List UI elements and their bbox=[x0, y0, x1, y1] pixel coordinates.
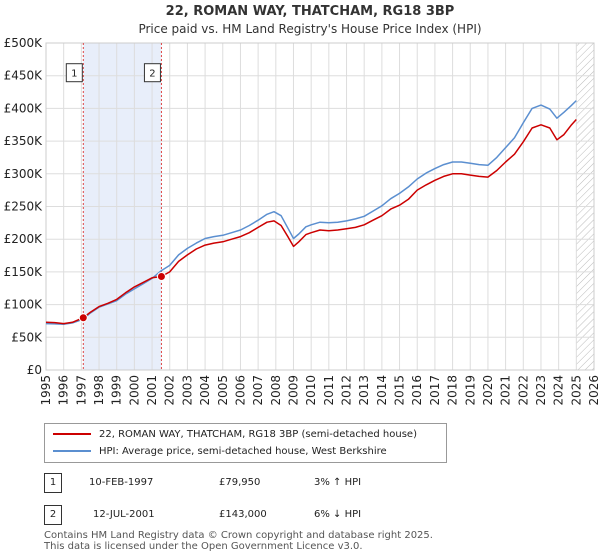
y-tick-label: £50K bbox=[11, 330, 43, 344]
x-tick-label: 2008 bbox=[269, 375, 283, 406]
y-tick-label: £450K bbox=[4, 69, 44, 83]
x-tick-label: 1997 bbox=[74, 375, 88, 406]
transaction-hpi-diff: 6% ↓ HPI bbox=[314, 509, 362, 520]
legend-label-property: 22, ROMAN WAY, THATCHAM, RG18 3BP (semi-… bbox=[99, 429, 417, 440]
x-tick-label: 2022 bbox=[516, 375, 530, 406]
x-tick-label: 1996 bbox=[57, 375, 71, 406]
legend-swatch-property bbox=[53, 433, 91, 435]
y-tick-label: £100K bbox=[4, 298, 44, 312]
legend-item-property: 22, ROMAN WAY, THATCHAM, RG18 3BP (semi-… bbox=[53, 427, 417, 443]
y-tick-label: £500K bbox=[4, 36, 44, 50]
x-tick-label: 1998 bbox=[92, 375, 106, 406]
chart-subtitle: Price paid vs. HM Land Registry's House … bbox=[138, 22, 481, 36]
transaction-number-badge: 2 bbox=[44, 505, 62, 525]
sale-marker-badge bbox=[65, 63, 83, 83]
sale-point bbox=[156, 271, 166, 281]
x-tick-label: 2005 bbox=[216, 375, 230, 406]
x-tick-label: 2012 bbox=[340, 375, 354, 406]
x-tick-label: 2001 bbox=[145, 375, 159, 406]
sale-marker-badge bbox=[143, 63, 161, 83]
x-tick-label: 2000 bbox=[127, 375, 141, 406]
chart-title: 22, ROMAN WAY, THATCHAM, RG18 3BP bbox=[166, 4, 455, 19]
x-tick-label: 1995 bbox=[39, 375, 53, 406]
y-tick-label: £400K bbox=[4, 101, 44, 115]
legend-item-hpi: HPI: Average price, semi-detached house,… bbox=[53, 444, 387, 460]
x-tick-label: 2015 bbox=[393, 375, 407, 406]
y-tick-label: £150K bbox=[4, 265, 44, 279]
x-tick-label: 2019 bbox=[463, 375, 477, 406]
chart-legend: 22, ROMAN WAY, THATCHAM, RG18 3BP (semi-… bbox=[44, 423, 447, 463]
x-tick-label: 2002 bbox=[163, 375, 177, 406]
sale-marker-label: 1 bbox=[71, 69, 77, 80]
footer-note: Contains HM Land Registry data © Crown c… bbox=[44, 530, 433, 552]
x-tick-label: 2016 bbox=[410, 375, 424, 406]
property-price-line bbox=[45, 118, 577, 325]
footer-license: This data is licensed under the Open Gov… bbox=[44, 541, 363, 552]
y-tick-label: £250K bbox=[4, 200, 44, 214]
transaction-number-badge: 1 bbox=[44, 473, 62, 493]
x-tick-label: 2013 bbox=[357, 375, 371, 406]
x-tick-label: 2018 bbox=[446, 375, 460, 406]
x-tick-label: 2006 bbox=[233, 375, 247, 406]
hpi-line bbox=[45, 100, 577, 325]
legend-label-hpi: HPI: Average price, semi-detached house,… bbox=[99, 446, 387, 457]
x-tick-label: 2003 bbox=[180, 375, 194, 406]
x-tick-label: 2020 bbox=[481, 375, 495, 406]
y-tick-label: £0 bbox=[27, 363, 42, 377]
transaction-hpi-diff: 3% ↑ HPI bbox=[314, 477, 362, 488]
x-tick-label: 2010 bbox=[304, 375, 318, 406]
x-tick-label: 2025 bbox=[569, 375, 583, 406]
x-tick-label: 2026 bbox=[587, 375, 600, 406]
x-tick-label: 2024 bbox=[552, 375, 566, 406]
x-tick-label: 2014 bbox=[375, 375, 389, 406]
y-tick-label: £300K bbox=[4, 167, 44, 181]
y-tick-label: £350K bbox=[4, 134, 44, 148]
x-tick-label: 2007 bbox=[251, 375, 265, 406]
legend-swatch-hpi bbox=[53, 450, 91, 452]
sale-marker-label: 2 bbox=[149, 69, 155, 80]
x-tick-label: 2023 bbox=[534, 375, 548, 406]
x-tick-label: 2009 bbox=[286, 375, 300, 406]
x-tick-label: 2021 bbox=[499, 375, 513, 406]
footer-copyright: Contains HM Land Registry data © Crown c… bbox=[44, 530, 433, 541]
plot-border bbox=[45, 42, 595, 371]
x-tick-label: 2017 bbox=[428, 375, 442, 406]
sale-point bbox=[78, 313, 88, 323]
y-tick-label: £200K bbox=[4, 232, 44, 246]
transaction-date: 10-FEB-1997 bbox=[89, 477, 154, 488]
x-tick-label: 2011 bbox=[322, 375, 336, 406]
price-chart: 22, ROMAN WAY, THATCHAM, RG18 3BP Price … bbox=[4, 4, 600, 406]
x-tick-label: 2004 bbox=[198, 375, 212, 406]
transaction-price: £143,000 bbox=[219, 509, 267, 520]
x-tick-label: 1999 bbox=[110, 375, 124, 406]
transaction-date: 12-JUL-2001 bbox=[93, 509, 155, 520]
transaction-price: £79,950 bbox=[219, 477, 261, 488]
